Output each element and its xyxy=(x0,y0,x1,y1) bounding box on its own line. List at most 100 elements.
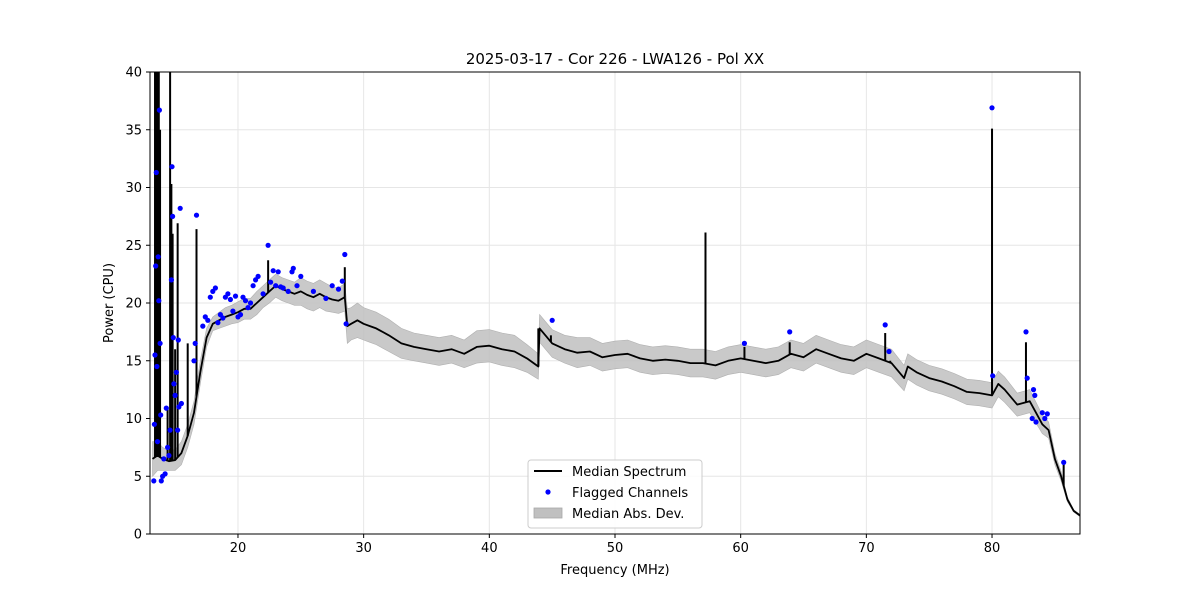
flagged-point xyxy=(163,405,169,411)
x-tick-label: 50 xyxy=(607,541,624,556)
flagged-point xyxy=(989,105,995,111)
flagged-point xyxy=(220,315,226,321)
flagged-point xyxy=(153,169,159,176)
flagged-point xyxy=(170,213,176,219)
legend-mad-label: Median Abs. Dev. xyxy=(572,507,684,522)
flagged-point xyxy=(323,295,329,301)
flagged-point xyxy=(270,268,276,274)
flagged-point xyxy=(165,444,171,450)
flagged-point xyxy=(882,322,888,328)
flagged-point xyxy=(1044,411,1050,417)
flagged-point xyxy=(1024,375,1030,381)
flagged-point xyxy=(162,471,168,477)
flagged-point xyxy=(212,285,218,291)
flagged-point xyxy=(227,296,233,303)
y-tick-label: 0 xyxy=(134,528,142,543)
y-tick-label: 30 xyxy=(125,181,142,196)
flagged-point xyxy=(290,265,296,271)
flagged-point xyxy=(161,456,167,462)
flagged-point xyxy=(207,294,213,300)
flagged-point xyxy=(886,348,892,355)
flagged-point xyxy=(339,278,345,284)
flagged-point xyxy=(260,291,266,297)
flagged-point xyxy=(310,288,316,294)
flagged-point xyxy=(192,340,198,346)
flagged-point xyxy=(298,273,304,279)
flagged-point xyxy=(1061,459,1067,465)
y-tick-label: 5 xyxy=(134,470,142,485)
flagged-point xyxy=(156,298,162,304)
x-tick-label: 60 xyxy=(732,541,749,556)
y-tick-label: 25 xyxy=(125,239,142,254)
chart-title: 2025-03-17 - Cor 226 - LWA126 - Pol XX xyxy=(466,50,764,68)
flagged-point xyxy=(343,321,349,327)
flagged-point xyxy=(255,273,261,279)
y-tick-label: 35 xyxy=(125,123,142,138)
flagged-point xyxy=(285,288,291,294)
flagged-point xyxy=(280,285,286,291)
flagged-point xyxy=(215,320,221,326)
flagged-point xyxy=(232,293,239,299)
flagged-point xyxy=(242,298,249,304)
y-tick-label: 20 xyxy=(125,297,142,312)
flagged-point xyxy=(1030,387,1037,393)
flagged-point xyxy=(335,286,342,292)
flagged-point xyxy=(178,400,184,407)
flagged-point xyxy=(191,358,197,364)
flagged-point xyxy=(151,478,157,484)
median-line-layer xyxy=(151,284,1081,517)
flagged-point xyxy=(171,381,177,387)
flagged-point xyxy=(342,251,348,258)
flagged-point xyxy=(245,305,251,311)
y-axis-label: Power (CPU) xyxy=(102,263,117,343)
flagged-point xyxy=(1023,329,1029,335)
flagged-point xyxy=(787,329,793,335)
x-tick-label: 80 xyxy=(984,541,1001,556)
flagged-point xyxy=(168,277,174,283)
flagged-point xyxy=(225,291,231,297)
flagged-point xyxy=(200,323,206,329)
legend-flagged-swatch xyxy=(545,489,551,495)
flagged-point xyxy=(154,363,160,370)
x-tick-label: 30 xyxy=(355,541,372,556)
flagged-point xyxy=(247,300,254,306)
median-spectrum-line xyxy=(151,284,1081,517)
flagged-point xyxy=(1042,415,1048,422)
flagged-point xyxy=(167,427,173,433)
flagged-point xyxy=(230,308,236,314)
flagged-point xyxy=(158,478,164,484)
flagged-point xyxy=(268,279,274,285)
flagged-point xyxy=(265,242,271,248)
spike-layer xyxy=(154,72,1065,486)
flagged-point xyxy=(275,269,281,275)
flagged-point xyxy=(177,205,183,211)
flagged-point xyxy=(1039,410,1045,416)
flagged-point xyxy=(193,212,200,218)
flagged-point xyxy=(250,283,256,289)
x-axis-label: Frequency (MHz) xyxy=(560,563,669,578)
flagged-point xyxy=(170,335,176,341)
y-tick-label: 40 xyxy=(125,66,142,81)
flagged-point xyxy=(156,107,162,113)
legend-median-label: Median Spectrum xyxy=(572,465,686,480)
flagged-point xyxy=(169,164,175,170)
legend-box xyxy=(527,459,703,529)
y-tick-label: 10 xyxy=(125,412,142,427)
flagged-point xyxy=(154,439,161,445)
flagged-point xyxy=(158,412,164,418)
flagged-point xyxy=(173,369,179,375)
flagged-point xyxy=(1029,415,1035,422)
flagged-point xyxy=(990,373,996,379)
flagged-point xyxy=(294,283,300,289)
x-tick-label: 70 xyxy=(858,541,875,556)
flagged-point xyxy=(329,283,335,289)
legend-flagged-label: Flagged Channels xyxy=(572,486,688,501)
flagged-point xyxy=(1032,392,1038,398)
flagged-point xyxy=(175,337,181,343)
flagged-point xyxy=(152,352,158,358)
y-tick-label: 15 xyxy=(125,354,142,369)
flagged-point xyxy=(172,392,178,398)
flagged-point xyxy=(741,340,748,346)
flagged-point xyxy=(166,452,172,459)
